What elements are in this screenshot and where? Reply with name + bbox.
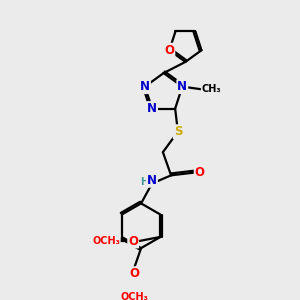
- Text: CH₃: CH₃: [202, 84, 221, 94]
- Text: H: H: [140, 177, 148, 187]
- Text: O: O: [195, 166, 205, 179]
- Text: N: N: [140, 80, 150, 93]
- Text: S: S: [174, 125, 182, 138]
- Text: OCH₃: OCH₃: [92, 236, 120, 246]
- Text: N: N: [147, 102, 157, 115]
- Text: N: N: [147, 174, 157, 187]
- Text: O: O: [129, 267, 139, 280]
- Text: OCH₃: OCH₃: [120, 292, 148, 300]
- Text: N: N: [177, 80, 187, 93]
- Text: O: O: [128, 235, 138, 248]
- Text: O: O: [164, 44, 174, 57]
